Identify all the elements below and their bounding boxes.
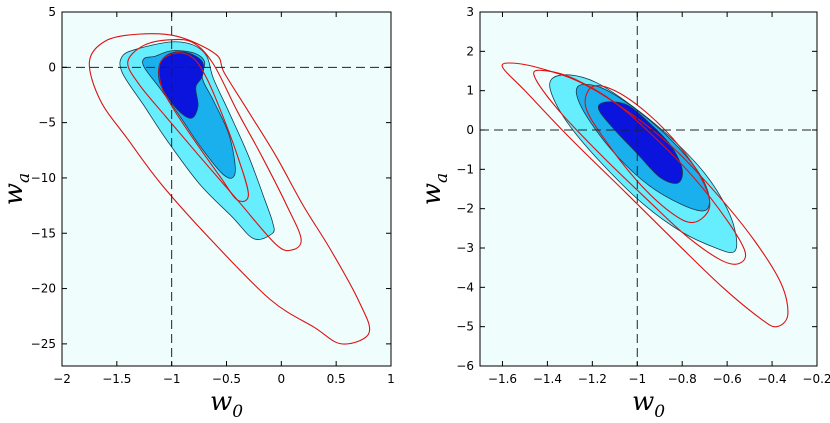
y-tick-label: 0 (466, 123, 474, 137)
line-contour-middle (533, 69, 747, 265)
line-contour-inner (584, 85, 711, 224)
x-axis-label: w0 (210, 387, 243, 422)
x-tick-label: −1.2 (578, 372, 607, 386)
y-tick-label: −4 (456, 280, 474, 294)
y-tick-label: 0 (48, 60, 56, 74)
x-tick-label: −1 (163, 372, 181, 386)
line-contours (88, 33, 371, 345)
x-tick-label: −0.2 (802, 372, 830, 386)
line-contour-outer (88, 33, 371, 345)
left-contour-panel: −2 −1.5 −1 −0.5 0 0.5 1 5 0 −5 −10 −15 −20 −25 w0 wa (0, 5, 395, 422)
x-tick-label: −0.6 (713, 372, 742, 386)
x-axis-ticks: −1.6 −1.4 −1.2 −1 −0.8 −0.6 −0.4 −0.2 (488, 12, 830, 386)
y-tick-label: −6 (456, 359, 474, 373)
y-axis-ticks: 5 0 −5 −10 −15 −20 −25 (31, 5, 391, 351)
y-tick-label: 5 (48, 5, 56, 19)
y-tick-label: −15 (31, 226, 56, 240)
y-tick-label: −1 (456, 162, 474, 176)
line-contour-innermost (158, 52, 249, 203)
y-tick-label: −2 (456, 202, 474, 216)
x-tick-label: −2 (53, 372, 71, 386)
line-contours (501, 62, 789, 328)
y-tick-label: −10 (31, 171, 56, 185)
x-tick-label: −0.5 (212, 372, 241, 386)
x-tick-label: −0.8 (668, 372, 697, 386)
x-tick-label: −0.4 (757, 372, 786, 386)
y-tick-label: 3 (466, 5, 474, 19)
y-tick-label: −5 (38, 116, 56, 130)
x-axis-label: w0 (632, 387, 665, 422)
plot-frame (479, 11, 818, 367)
x-tick-label: 1 (387, 372, 395, 386)
y-axis-label: wa (417, 173, 452, 205)
filled-contours (119, 41, 275, 240)
filled-contour-inner (157, 51, 205, 119)
x-tick-label: −1.5 (102, 372, 131, 386)
filled-contour-inner (597, 101, 683, 184)
y-axis-label: wa (0, 173, 34, 205)
x-tick-label: 0 (278, 372, 286, 386)
line-contour-inner (127, 38, 302, 252)
y-tick-label: 2 (466, 44, 474, 58)
x-tick-label: 0.5 (327, 372, 346, 386)
x-tick-label: −1.6 (488, 372, 517, 386)
y-tick-label: −20 (31, 282, 56, 296)
y-tick-label: −5 (456, 320, 474, 334)
filled-contours (549, 74, 738, 254)
y-tick-label: −3 (456, 241, 474, 255)
y-axis-ticks: 3 2 1 0 −1 −2 −3 −4 −5 −6 (456, 5, 817, 373)
y-tick-label: 1 (466, 84, 474, 98)
x-axis-ticks: −2 −1.5 −1 −0.5 0 0.5 1 (53, 12, 395, 386)
right-contour-panel: −1.6 −1.4 −1.2 −1 −0.8 −0.6 −0.4 −0.2 3210−1−2−… (417, 5, 830, 422)
y-tick-label: −25 (31, 337, 56, 351)
x-tick-label: −1 (628, 372, 646, 386)
x-tick-label: −1.4 (533, 372, 562, 386)
line-contour-outer (501, 62, 789, 328)
